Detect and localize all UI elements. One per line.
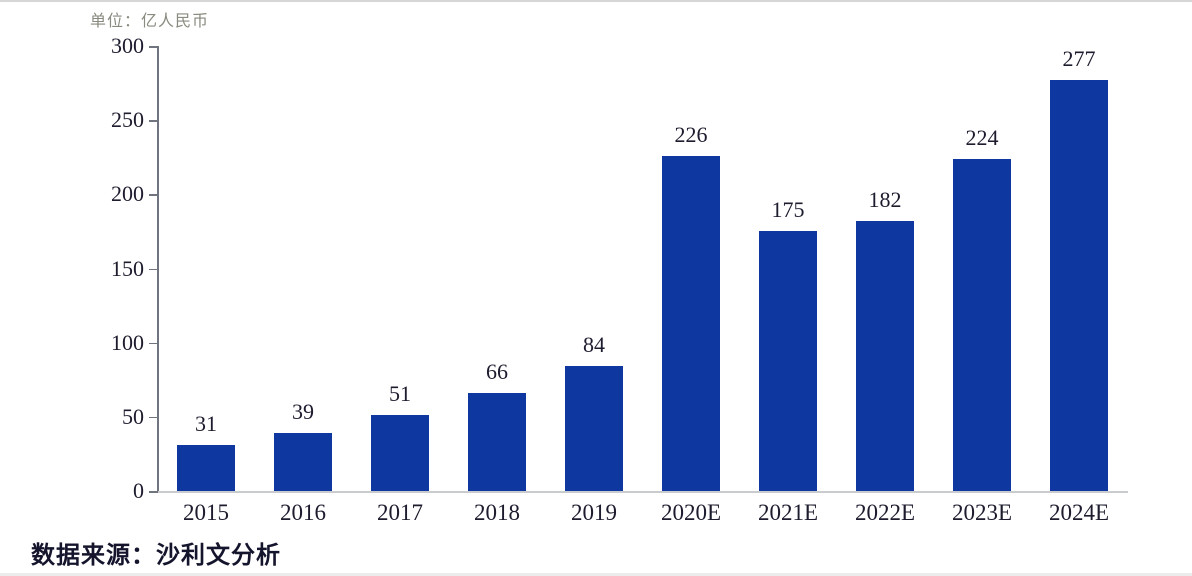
x-tick-label: 2020E: [660, 500, 722, 525]
y-tick-label: 0: [133, 478, 144, 503]
bar-value-label: 39: [292, 399, 314, 425]
y-tick-label: 300: [111, 33, 144, 58]
bar-2017: [371, 415, 429, 491]
bar-value-label: 84: [583, 332, 605, 358]
bar-value-label: 51: [389, 381, 411, 407]
y-tick-mark: [149, 120, 158, 122]
x-tick-label: 2024E: [1048, 500, 1110, 525]
y-tick-mark: [149, 416, 158, 419]
y-tick-mark: [149, 342, 158, 345]
x-tick-label: 2019: [571, 500, 617, 525]
x-tick-label: 2021E: [757, 500, 819, 525]
bar-value-label: 277: [1062, 46, 1096, 72]
y-tick-label: 100: [111, 329, 144, 355]
y-tick-label: 200: [111, 181, 144, 207]
x-tick-label: 2017: [377, 500, 423, 525]
x-tick-label: 2023E: [951, 500, 1013, 525]
y-tick-mark: [149, 268, 158, 270]
bar-2018: [468, 393, 526, 491]
bar-2024E: [1050, 80, 1108, 491]
x-tick-label: 2022E: [854, 500, 916, 525]
bar-value-label: 31: [195, 411, 217, 437]
source-note: 数据来源：沙利文分析: [31, 543, 281, 569]
x-axis-line: [150, 491, 1128, 493]
y-tick-label: 150: [111, 255, 144, 281]
x-tick-label: 2016: [280, 500, 326, 525]
y-tick-label: 50: [122, 403, 144, 429]
x-tick-label: 2018: [474, 500, 520, 525]
bar-value-label: 226: [674, 121, 708, 147]
bar-value-label: 66: [486, 359, 508, 385]
y-tick-label: 250: [111, 107, 144, 133]
bar-value-label: 224: [965, 124, 999, 150]
x-tick-label: 2015: [183, 500, 229, 525]
bar-2021E: [759, 231, 817, 491]
y-tick-mark: [149, 491, 158, 493]
bar-2015: [177, 445, 235, 491]
y-tick-mark: [149, 194, 158, 196]
y-tick-mark: [149, 46, 158, 48]
bar-2019: [565, 366, 623, 491]
unit-label: 单位：亿人民币: [90, 13, 210, 30]
bar-2016: [274, 433, 332, 491]
bar-2023E: [953, 158, 1011, 491]
bar-2022E: [856, 221, 914, 491]
bar-value-label: 175: [771, 197, 805, 223]
bar-2020E: [662, 155, 720, 491]
bar-value-label: 182: [868, 187, 902, 213]
